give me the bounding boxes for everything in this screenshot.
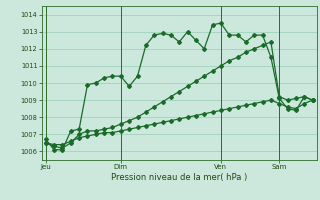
- X-axis label: Pression niveau de la mer( hPa ): Pression niveau de la mer( hPa ): [111, 173, 247, 182]
